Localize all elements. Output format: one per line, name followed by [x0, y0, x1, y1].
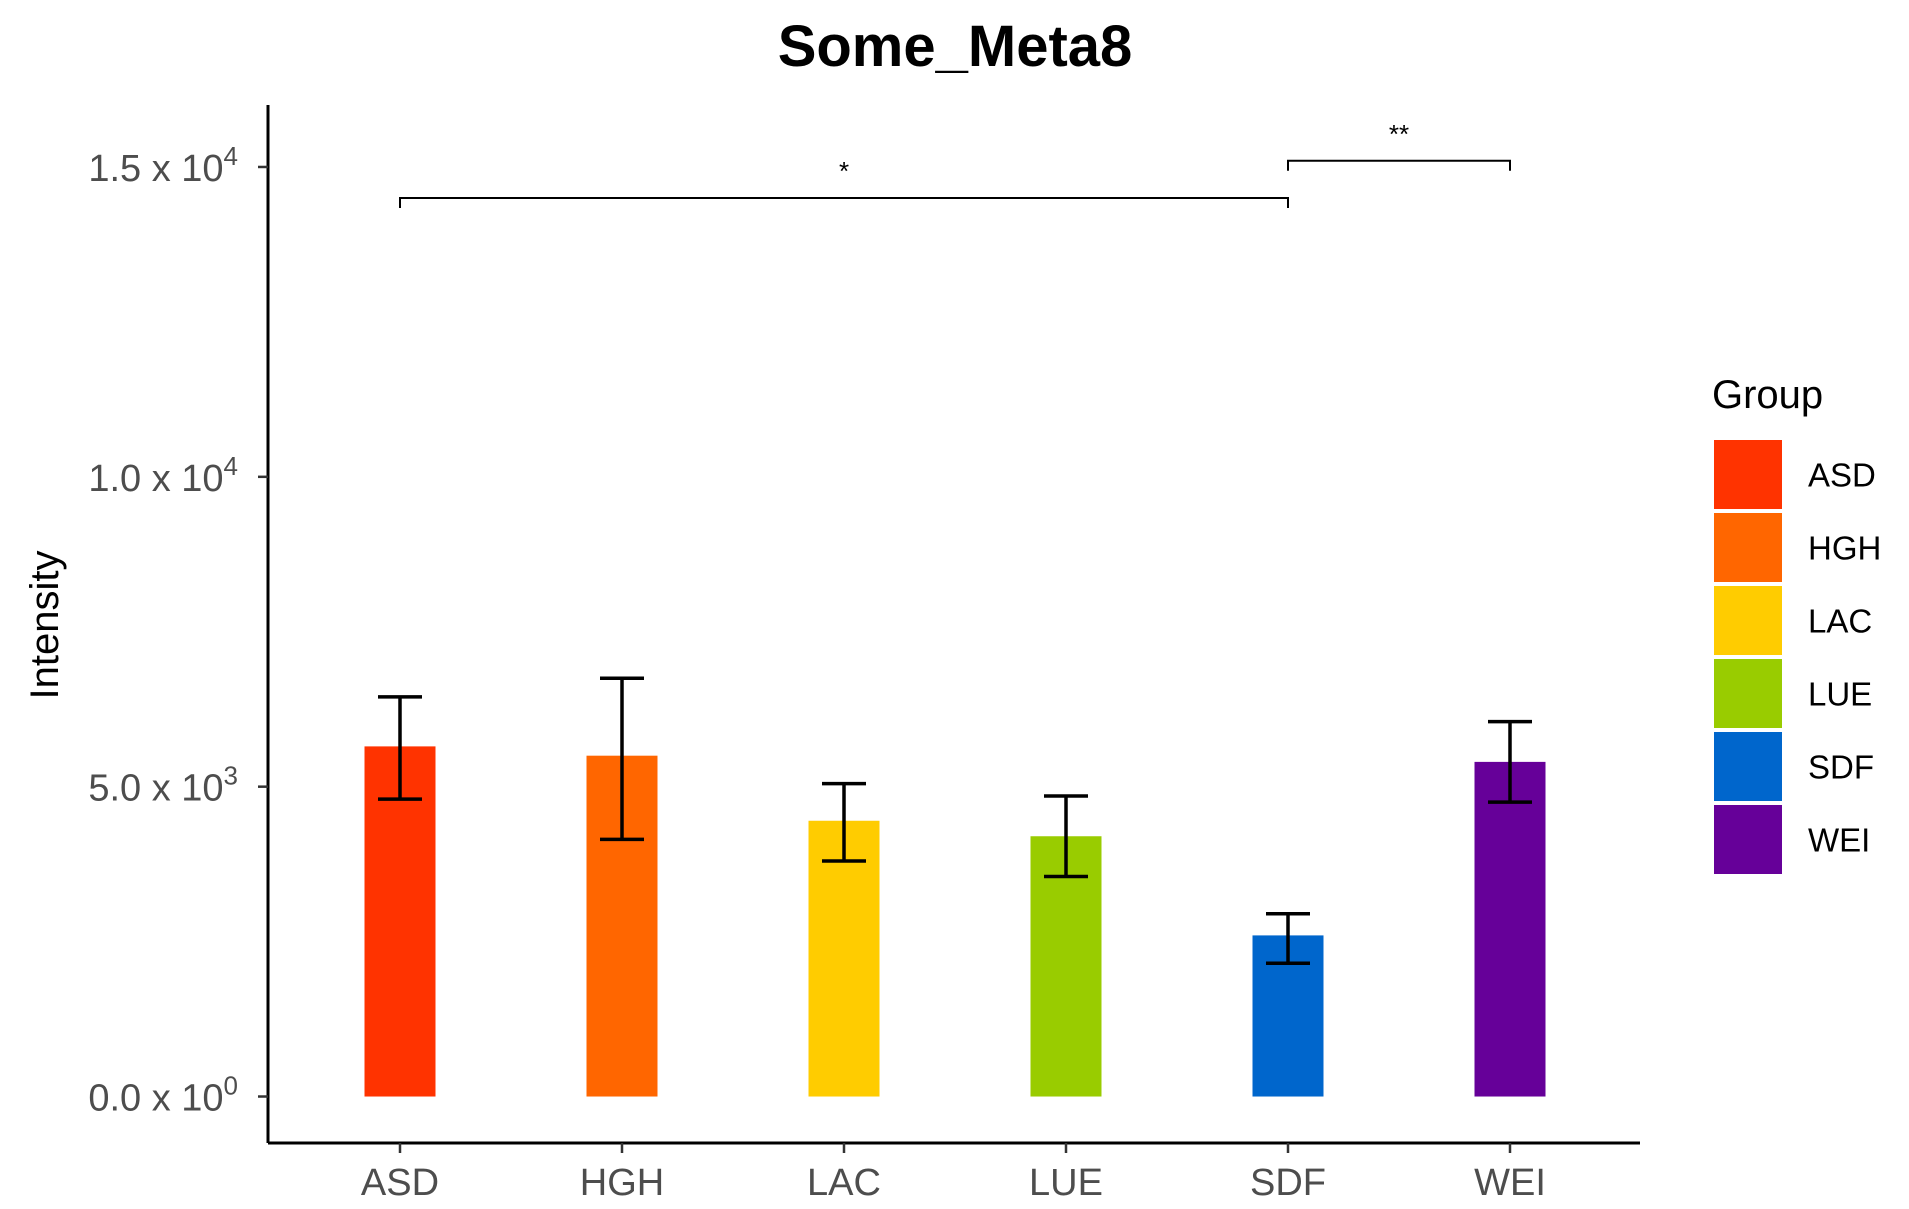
bar-lac	[808, 820, 880, 1097]
bar-lue	[1030, 836, 1102, 1097]
legend-swatch-hgh	[1714, 513, 1782, 582]
y-tick-label: 1.0 x 104	[88, 451, 238, 500]
x-tick-label: WEI	[1474, 1162, 1546, 1204]
legend-label-asd: ASD	[1808, 457, 1876, 494]
legend-label-lac: LAC	[1808, 603, 1872, 640]
plot-area: 0.0 x 100 5.0 x 103 1.0 x 104 1.5 x 104 ASD H…	[88, 105, 1640, 1204]
legend-swatch-lue	[1714, 659, 1782, 728]
legend: Group ASD HGH LAC LUE SDF WEI	[1712, 373, 1881, 874]
legend-title: Group	[1712, 373, 1823, 417]
bar-asd	[364, 746, 436, 1097]
y-tick-label: 5.0 x 103	[88, 761, 238, 810]
legend-swatch-wei	[1714, 805, 1782, 874]
significance-label: *	[839, 156, 849, 186]
legend-label-lue: LUE	[1808, 676, 1872, 713]
bar-wei	[1474, 761, 1546, 1097]
significance-label: **	[1389, 119, 1409, 149]
x-tick-label: HGH	[580, 1162, 664, 1204]
x-tick-label: LUE	[1029, 1162, 1103, 1204]
chart-title: Some_Meta8	[778, 14, 1133, 79]
legend-swatch-sdf	[1714, 732, 1782, 801]
y-tick-label: 1.5 x 104	[88, 141, 238, 190]
legend-label-sdf: SDF	[1808, 749, 1874, 786]
x-tick-label: SDF	[1250, 1162, 1326, 1204]
significance-bracket	[399, 196, 1289, 208]
y-axis-label: Intensity	[23, 551, 67, 700]
legend-label-hgh: HGH	[1808, 530, 1881, 567]
legend-label-wei: WEI	[1808, 822, 1870, 859]
legend-swatch-asd	[1714, 440, 1782, 509]
legend-swatch-lac	[1714, 586, 1782, 655]
x-tick-label: LAC	[807, 1162, 881, 1204]
y-tick-label: 0.0 x 100	[88, 1071, 238, 1120]
x-tick-label: ASD	[361, 1162, 439, 1204]
significance-bracket	[1287, 159, 1511, 171]
